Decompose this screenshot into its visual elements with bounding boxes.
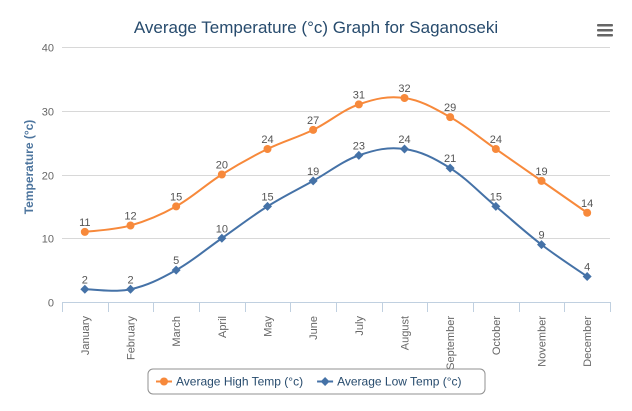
data-label: 2 bbox=[82, 274, 88, 286]
data-point[interactable] bbox=[446, 113, 455, 122]
data-label: 27 bbox=[307, 115, 319, 127]
data-point[interactable] bbox=[582, 272, 592, 281]
x-tick-label: February bbox=[126, 316, 138, 361]
chart-title: Average Temperature (°c) Graph for Sagan… bbox=[134, 18, 498, 37]
grid-lines bbox=[62, 47, 610, 303]
data-label: 24 bbox=[261, 134, 273, 146]
data-point[interactable] bbox=[400, 94, 409, 102]
legend: Average High Temp (°c) Average Low Temp (… bbox=[147, 368, 486, 395]
legend-item-low[interactable]: Average Low Temp (°c) bbox=[317, 375, 462, 389]
data-point[interactable] bbox=[445, 163, 455, 173]
data-point[interactable] bbox=[126, 221, 135, 230]
x-tick-labels: January February March April May June July Augu… bbox=[80, 316, 594, 370]
data-point[interactable] bbox=[172, 202, 181, 211]
y-tick-label: 20 bbox=[42, 171, 54, 183]
data-label: 9 bbox=[538, 230, 544, 242]
hamburger-menu-icon bbox=[597, 24, 613, 37]
x-tick-label: July bbox=[354, 316, 366, 336]
data-point[interactable] bbox=[171, 265, 181, 275]
data-label: 4 bbox=[584, 262, 590, 274]
data-label: 31 bbox=[353, 89, 365, 101]
data-label: 12 bbox=[124, 211, 136, 223]
legend-marker bbox=[160, 377, 168, 386]
data-point[interactable] bbox=[400, 144, 409, 154]
data-label: 21 bbox=[444, 153, 456, 165]
data-point[interactable] bbox=[491, 201, 501, 211]
data-label: 24 bbox=[398, 134, 410, 146]
data-label: 14 bbox=[581, 198, 593, 210]
data-point[interactable] bbox=[217, 170, 226, 179]
data-point[interactable] bbox=[308, 176, 318, 186]
data-label: 23 bbox=[353, 140, 365, 152]
series-low bbox=[80, 144, 592, 294]
data-point[interactable] bbox=[263, 145, 272, 153]
data-point[interactable] bbox=[354, 100, 363, 109]
data-label: 11 bbox=[79, 217, 90, 229]
axes bbox=[62, 302, 611, 312]
x-tick-label: June bbox=[308, 316, 320, 340]
x-tick-label: March bbox=[171, 316, 183, 347]
y-tick-label: 40 bbox=[42, 43, 54, 55]
chart-menu-button[interactable] bbox=[596, 22, 614, 38]
data-point[interactable] bbox=[126, 284, 135, 294]
data-point[interactable] bbox=[537, 240, 546, 250]
data-point[interactable] bbox=[583, 208, 592, 217]
x-tick-label: October bbox=[491, 316, 503, 355]
data-label: 20 bbox=[216, 160, 228, 172]
x-tick-label: August bbox=[400, 316, 412, 350]
data-point[interactable] bbox=[263, 201, 272, 211]
y-tick-label: 10 bbox=[42, 234, 54, 246]
x-tick-label: September bbox=[445, 316, 457, 370]
x-tick-label: December bbox=[582, 316, 594, 367]
data-label: 19 bbox=[535, 166, 547, 178]
x-tick-label: January bbox=[80, 316, 92, 356]
data-label: 15 bbox=[490, 191, 502, 203]
x-tick-label: November bbox=[537, 316, 549, 367]
data-point[interactable] bbox=[537, 176, 546, 185]
data-label: 29 bbox=[444, 102, 456, 114]
data-label: 24 bbox=[490, 134, 502, 146]
legend-marker bbox=[320, 377, 330, 386]
data-point[interactable] bbox=[491, 145, 500, 153]
data-label: 15 bbox=[170, 191, 182, 203]
legend-label: Average High Temp (°c) bbox=[176, 375, 303, 389]
data-label: 5 bbox=[173, 255, 179, 267]
data-label: 2 bbox=[127, 274, 133, 286]
series-lines bbox=[80, 94, 592, 294]
data-labels: 11 12 15 20 24 27 31 32 29 24 19 14 2 2 5 10 15 19 23 24 21 1… bbox=[79, 83, 593, 286]
y-axis-title: Temperature (°c) bbox=[22, 120, 36, 215]
data-label: 15 bbox=[261, 191, 273, 203]
data-label: 32 bbox=[398, 83, 410, 95]
data-point[interactable] bbox=[80, 227, 89, 236]
series-line bbox=[84, 96, 588, 233]
x-tick-label: April bbox=[217, 316, 229, 338]
x-tick-label: May bbox=[263, 316, 275, 337]
data-point[interactable] bbox=[309, 125, 318, 134]
legend-label: Average Low Temp (°c) bbox=[337, 375, 461, 389]
legend-item-high[interactable]: Average High Temp (°c) bbox=[156, 375, 303, 389]
data-label: 10 bbox=[216, 223, 228, 235]
data-point[interactable] bbox=[217, 233, 227, 243]
y-tick-label: 30 bbox=[42, 107, 54, 119]
data-point[interactable] bbox=[80, 284, 90, 294]
y-tick-labels: 0 10 20 30 40 bbox=[42, 43, 54, 310]
data-label: 19 bbox=[307, 166, 319, 178]
legend-box bbox=[147, 368, 486, 395]
data-point[interactable] bbox=[354, 150, 364, 160]
series-high bbox=[80, 94, 592, 236]
y-tick-label: 0 bbox=[48, 298, 54, 310]
series-line bbox=[84, 147, 588, 292]
